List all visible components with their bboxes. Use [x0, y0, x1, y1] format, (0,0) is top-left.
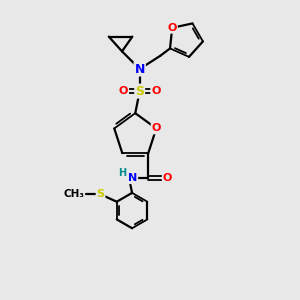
Text: O: O: [167, 23, 177, 33]
Text: O: O: [119, 86, 128, 96]
Text: CH₃: CH₃: [63, 189, 84, 200]
Text: N: N: [128, 173, 137, 183]
Text: O: O: [151, 86, 160, 96]
Text: S: S: [135, 85, 144, 98]
Text: N: N: [134, 62, 145, 76]
Text: O: O: [152, 124, 161, 134]
Text: S: S: [97, 189, 105, 200]
Text: O: O: [163, 173, 172, 183]
Text: H: H: [118, 168, 127, 178]
